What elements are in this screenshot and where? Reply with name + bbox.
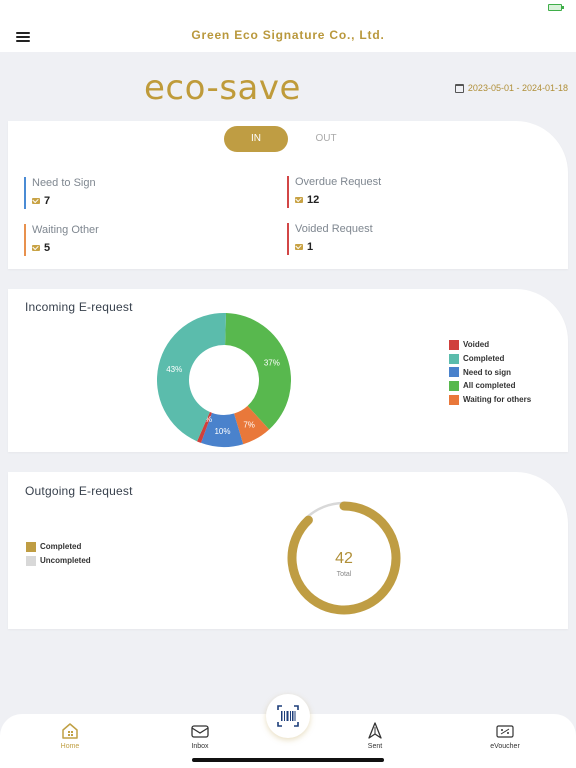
stat-overdue-request[interactable]: Overdue Request 12 — [287, 176, 381, 208]
nav-sent-label: Sent — [367, 743, 383, 750]
legend-label: All completed — [463, 381, 516, 391]
app-header: Green Eco Signature Co., Ltd. — [0, 20, 576, 52]
date-range-text: 2023-05-01 - 2024-01-18 — [467, 83, 568, 93]
slice-waiting-for-others — [234, 405, 270, 445]
stat-value: 5 — [44, 242, 51, 254]
slice-label-waiting-for-others: 7% — [243, 420, 255, 429]
outgoing-title: Outgoing E-request — [25, 484, 133, 498]
slice-label-all-completed: 37% — [264, 358, 280, 367]
ring-total-label: Total — [337, 571, 352, 578]
nav-inbox-label: Inbox — [191, 743, 209, 750]
legend-swatch — [26, 541, 36, 552]
envelope-icon — [32, 198, 40, 204]
battery-icon — [548, 4, 564, 11]
slice-voided — [197, 412, 212, 443]
scan-button[interactable] — [266, 694, 310, 738]
date-range-filter[interactable]: 2023-05-01 - 2024-01-18 — [454, 83, 568, 93]
legend-label: Uncompleted — [40, 556, 91, 566]
stat-label: Waiting Other — [32, 224, 99, 236]
nav-evoucher-label: eVoucher — [490, 743, 520, 750]
slice-label-need-to-sign: 10% — [214, 427, 230, 436]
sent-icon — [368, 722, 382, 739]
envelope-icon — [32, 245, 40, 251]
stat-waiting-other[interactable]: Waiting Other 5 — [24, 224, 99, 256]
slice-completed — [157, 313, 227, 442]
legend-item-voided: Voided — [449, 338, 531, 352]
status-bar — [0, 0, 576, 20]
legend-item-all-completed: All completed — [449, 379, 531, 393]
home-indicator — [192, 758, 384, 762]
envelope-icon — [295, 197, 303, 203]
slice-label-completed: 43% — [166, 365, 182, 374]
legend-item-need-to-sign: Need to sign — [449, 365, 531, 379]
ring-completed — [287, 501, 401, 615]
inbox-icon — [191, 725, 209, 738]
stat-voided-request[interactable]: Voided Request 1 — [287, 223, 373, 255]
stat-need-to-sign[interactable]: Need to Sign 7 — [24, 177, 96, 209]
slice-all-completed — [225, 313, 291, 430]
stat-value: 12 — [307, 194, 320, 206]
slice-need-to-sign — [200, 412, 244, 447]
incoming-title: Incoming E-request — [25, 300, 133, 314]
legend-swatch — [449, 353, 459, 364]
legend-label: Completed — [40, 542, 82, 552]
incoming-legend: Voided Completed Need to sign All completed… — [449, 338, 531, 406]
toggle-in-button[interactable]: IN — [224, 126, 288, 152]
nav-home[interactable]: Home — [30, 722, 110, 750]
nav-home-label: Home — [60, 743, 80, 750]
nav-inbox[interactable]: Inbox — [160, 722, 240, 750]
company-title: Green Eco Signature Co., Ltd. — [191, 28, 385, 42]
stat-value: 1 — [307, 241, 314, 253]
envelope-icon — [295, 244, 303, 250]
stat-value: 7 — [44, 195, 51, 207]
ring-total-value: 42 — [335, 550, 353, 567]
incoming-donut-chart: 37%7%10%1%43% — [157, 313, 291, 447]
legend-item-completed: Completed — [449, 352, 531, 366]
in-out-toggle: IN OUT — [224, 126, 354, 152]
hamburger-menu-icon[interactable] — [16, 32, 30, 42]
legend-swatch — [449, 339, 459, 350]
home-icon — [62, 723, 78, 739]
legend-swatch — [26, 555, 36, 566]
voucher-icon — [496, 725, 514, 738]
nav-evoucher[interactable]: eVoucher — [465, 722, 545, 750]
legend-swatch — [449, 380, 459, 391]
legend-label: Need to sign — [463, 367, 512, 377]
outgoing-legend: Completed Uncompleted — [26, 540, 91, 567]
eco-save-logo: eco-save — [144, 68, 301, 108]
barcode-scan-icon — [277, 705, 299, 727]
legend-swatch — [449, 394, 459, 405]
stat-label: Overdue Request — [295, 176, 382, 188]
legend-label: Voided — [463, 340, 490, 350]
legend-item-waiting-for-others: Waiting for others — [449, 393, 531, 407]
stat-label: Voided Request — [295, 223, 373, 235]
summary-card: IN OUT Need to Sign 7 Waiting Other 5 Ov… — [8, 121, 568, 269]
outgoing-card: Outgoing E-request Completed Uncompleted … — [8, 472, 568, 629]
legend-swatch — [449, 367, 459, 378]
incoming-card: Incoming E-request 37%7%10%1%43% VoidedC… — [8, 289, 568, 452]
outgoing-ring-chart: 42 Total — [287, 501, 401, 615]
toggle-out-button[interactable]: OUT — [315, 133, 337, 144]
legend-item-completed: Completed — [26, 540, 91, 554]
legend-item-uncompleted: Uncompleted — [26, 554, 91, 568]
stat-label: Need to Sign — [32, 177, 96, 189]
legend-label: Completed — [463, 354, 505, 364]
calendar-icon — [454, 83, 464, 93]
legend-label: Waiting for others — [463, 395, 532, 405]
nav-sent[interactable]: Sent — [335, 722, 415, 750]
